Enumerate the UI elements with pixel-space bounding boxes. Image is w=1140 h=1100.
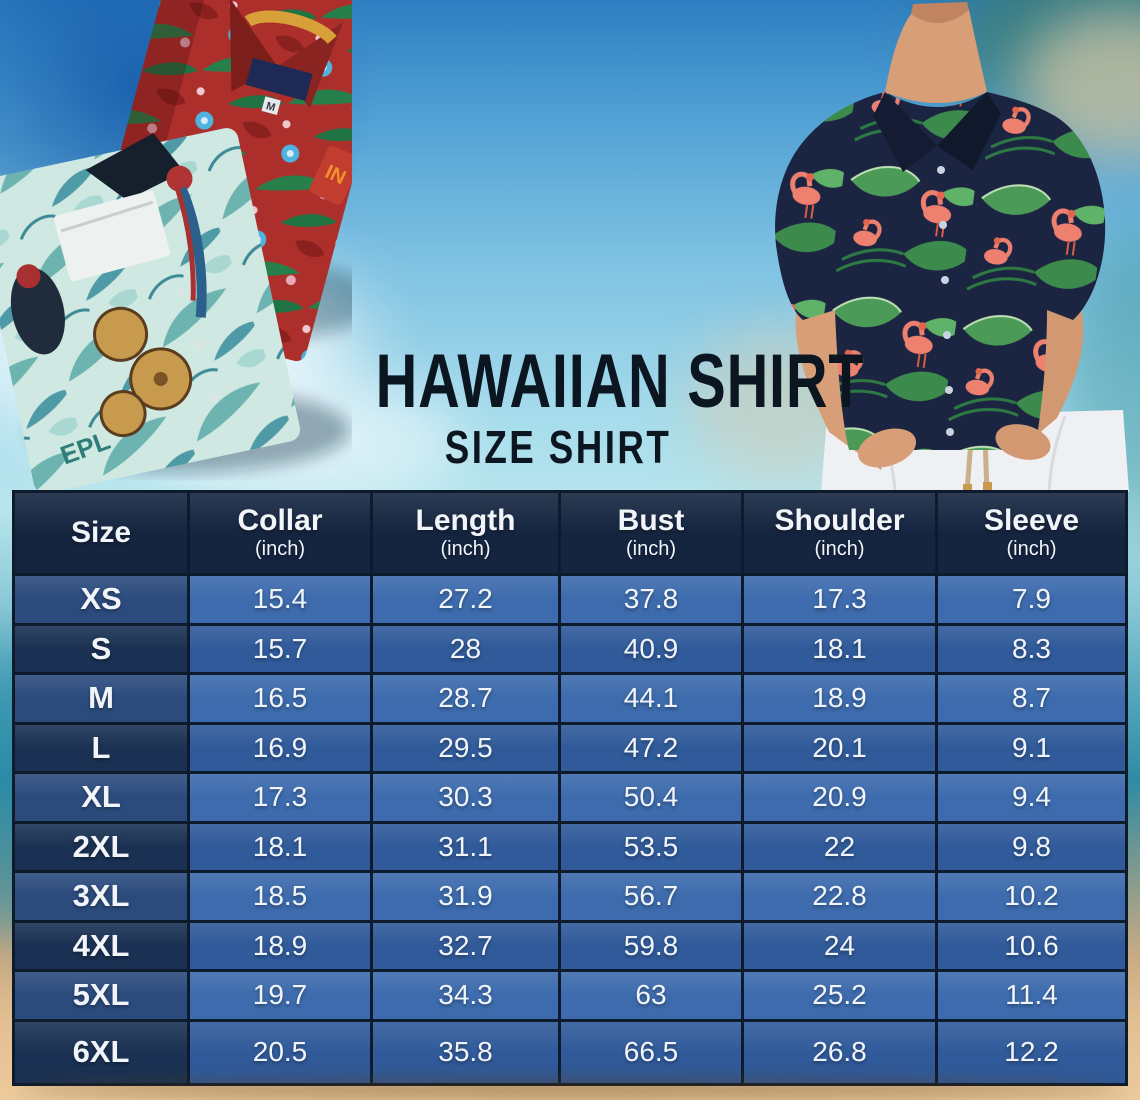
value-cell: 26.8 [744, 1021, 935, 1083]
flamingo-shirt [775, 92, 1106, 450]
value-cell: 9.1 [938, 724, 1125, 772]
value-cell: 44.1 [561, 675, 741, 722]
col-header-label: Sleeve [983, 503, 1080, 537]
col-header-collar: Collar (inch) [190, 493, 370, 573]
model-left-hand [857, 428, 917, 468]
col-header-size: Size [15, 493, 187, 573]
value-cell: 20.9 [744, 774, 935, 821]
value-cell: 16.5 [190, 675, 370, 722]
col-header-unit: (inch) [625, 538, 676, 561]
value-cell: 28.7 [373, 675, 558, 722]
col-header-label: Collar [237, 503, 323, 537]
value-cell: 66.5 [561, 1021, 741, 1083]
col-header-unit: (inch) [254, 538, 305, 561]
value-cell: 15.7 [190, 625, 370, 673]
col-header-unit: (inch) [814, 538, 865, 561]
value-cell: 17.3 [190, 774, 370, 821]
value-cell: 30.3 [373, 774, 558, 821]
title-block: HAWAIIAN SHIRT SIZE SHIRT [318, 339, 865, 473]
value-cell: 19.7 [190, 972, 370, 1019]
value-cell: 47.2 [561, 724, 741, 772]
value-cell: 12.2 [938, 1021, 1125, 1083]
col-header-unit: (inch) [1006, 538, 1057, 561]
value-cell: 18.5 [190, 873, 370, 920]
value-cell: 50.4 [561, 774, 741, 821]
page-subtitle: SIZE SHIRT [444, 421, 672, 473]
value-cell: 27.2 [373, 576, 558, 623]
value-cell: 56.7 [561, 873, 741, 920]
value-cell: 22.8 [744, 873, 935, 920]
value-cell: 18.1 [744, 625, 935, 673]
value-cell: 63 [561, 972, 741, 1019]
value-cell: 32.7 [373, 922, 558, 970]
col-header-label: Length [415, 503, 516, 537]
value-cell: 16.9 [190, 724, 370, 772]
col-header-length: Length (inch) [373, 493, 558, 573]
size-cell: 5XL [15, 972, 187, 1019]
value-cell: 11.4 [938, 972, 1125, 1019]
size-cell: XS [15, 576, 187, 623]
value-cell: 18.9 [744, 675, 935, 722]
value-cell: 20.1 [744, 724, 935, 772]
red-shirt-size-tag: M [265, 100, 277, 114]
value-cell: 40.9 [561, 625, 741, 673]
size-cell: 2XL [15, 823, 187, 871]
col-header-unit: (inch) [440, 538, 491, 561]
size-chart-table: Size Collar (inch) Length (inch) Bust (inch) Sh… [12, 490, 1128, 1086]
col-header-label: Shoulder [774, 503, 905, 537]
size-cell: 4XL [15, 922, 187, 970]
value-cell: 37.8 [561, 576, 741, 623]
value-cell: 28 [373, 625, 558, 673]
col-header-bust: Bust (inch) [561, 493, 741, 573]
value-cell: 17.3 [744, 576, 935, 623]
page-title: HAWAIIAN SHIRT [375, 339, 865, 424]
value-cell: 31.9 [373, 873, 558, 920]
value-cell: 18.1 [190, 823, 370, 871]
model-right-hand [995, 424, 1051, 460]
value-cell: 10.6 [938, 922, 1125, 970]
col-header-sleeve: Sleeve (inch) [938, 493, 1125, 573]
value-cell: 35.8 [373, 1021, 558, 1083]
value-cell: 15.4 [190, 576, 370, 623]
value-cell: 10.2 [938, 873, 1125, 920]
value-cell: 9.8 [938, 823, 1125, 871]
model-photo [775, 2, 1129, 492]
size-cell: M [15, 675, 187, 722]
col-header-label: Size [70, 516, 132, 550]
col-header-shoulder: Shoulder (inch) [744, 493, 935, 573]
value-cell: 8.3 [938, 625, 1125, 673]
size-cell: L [15, 724, 187, 772]
shirt-buttons [937, 166, 954, 436]
value-cell: 24 [744, 922, 935, 970]
table-shadow [20, 1080, 1124, 1098]
value-cell: 53.5 [561, 823, 741, 871]
value-cell: 9.4 [938, 774, 1125, 821]
value-cell: 25.2 [744, 972, 935, 1019]
value-cell: 18.9 [190, 922, 370, 970]
size-cell: XL [15, 774, 187, 821]
value-cell: 7.9 [938, 576, 1125, 623]
col-header-label: Bust [617, 503, 685, 537]
value-cell: 8.7 [938, 675, 1125, 722]
size-cell: S [15, 625, 187, 673]
value-cell: 29.5 [373, 724, 558, 772]
value-cell: 59.8 [561, 922, 741, 970]
value-cell: 22 [744, 823, 935, 871]
size-cell: 6XL [15, 1021, 187, 1083]
value-cell: 20.5 [190, 1021, 370, 1083]
model-neck [885, 10, 987, 103]
value-cell: 34.3 [373, 972, 558, 1019]
teal-hawaiian-shirt: EPL [0, 128, 301, 492]
folded-shirts-photo: M IN [0, 0, 352, 492]
size-cell: 3XL [15, 873, 187, 920]
value-cell: 31.1 [373, 823, 558, 871]
